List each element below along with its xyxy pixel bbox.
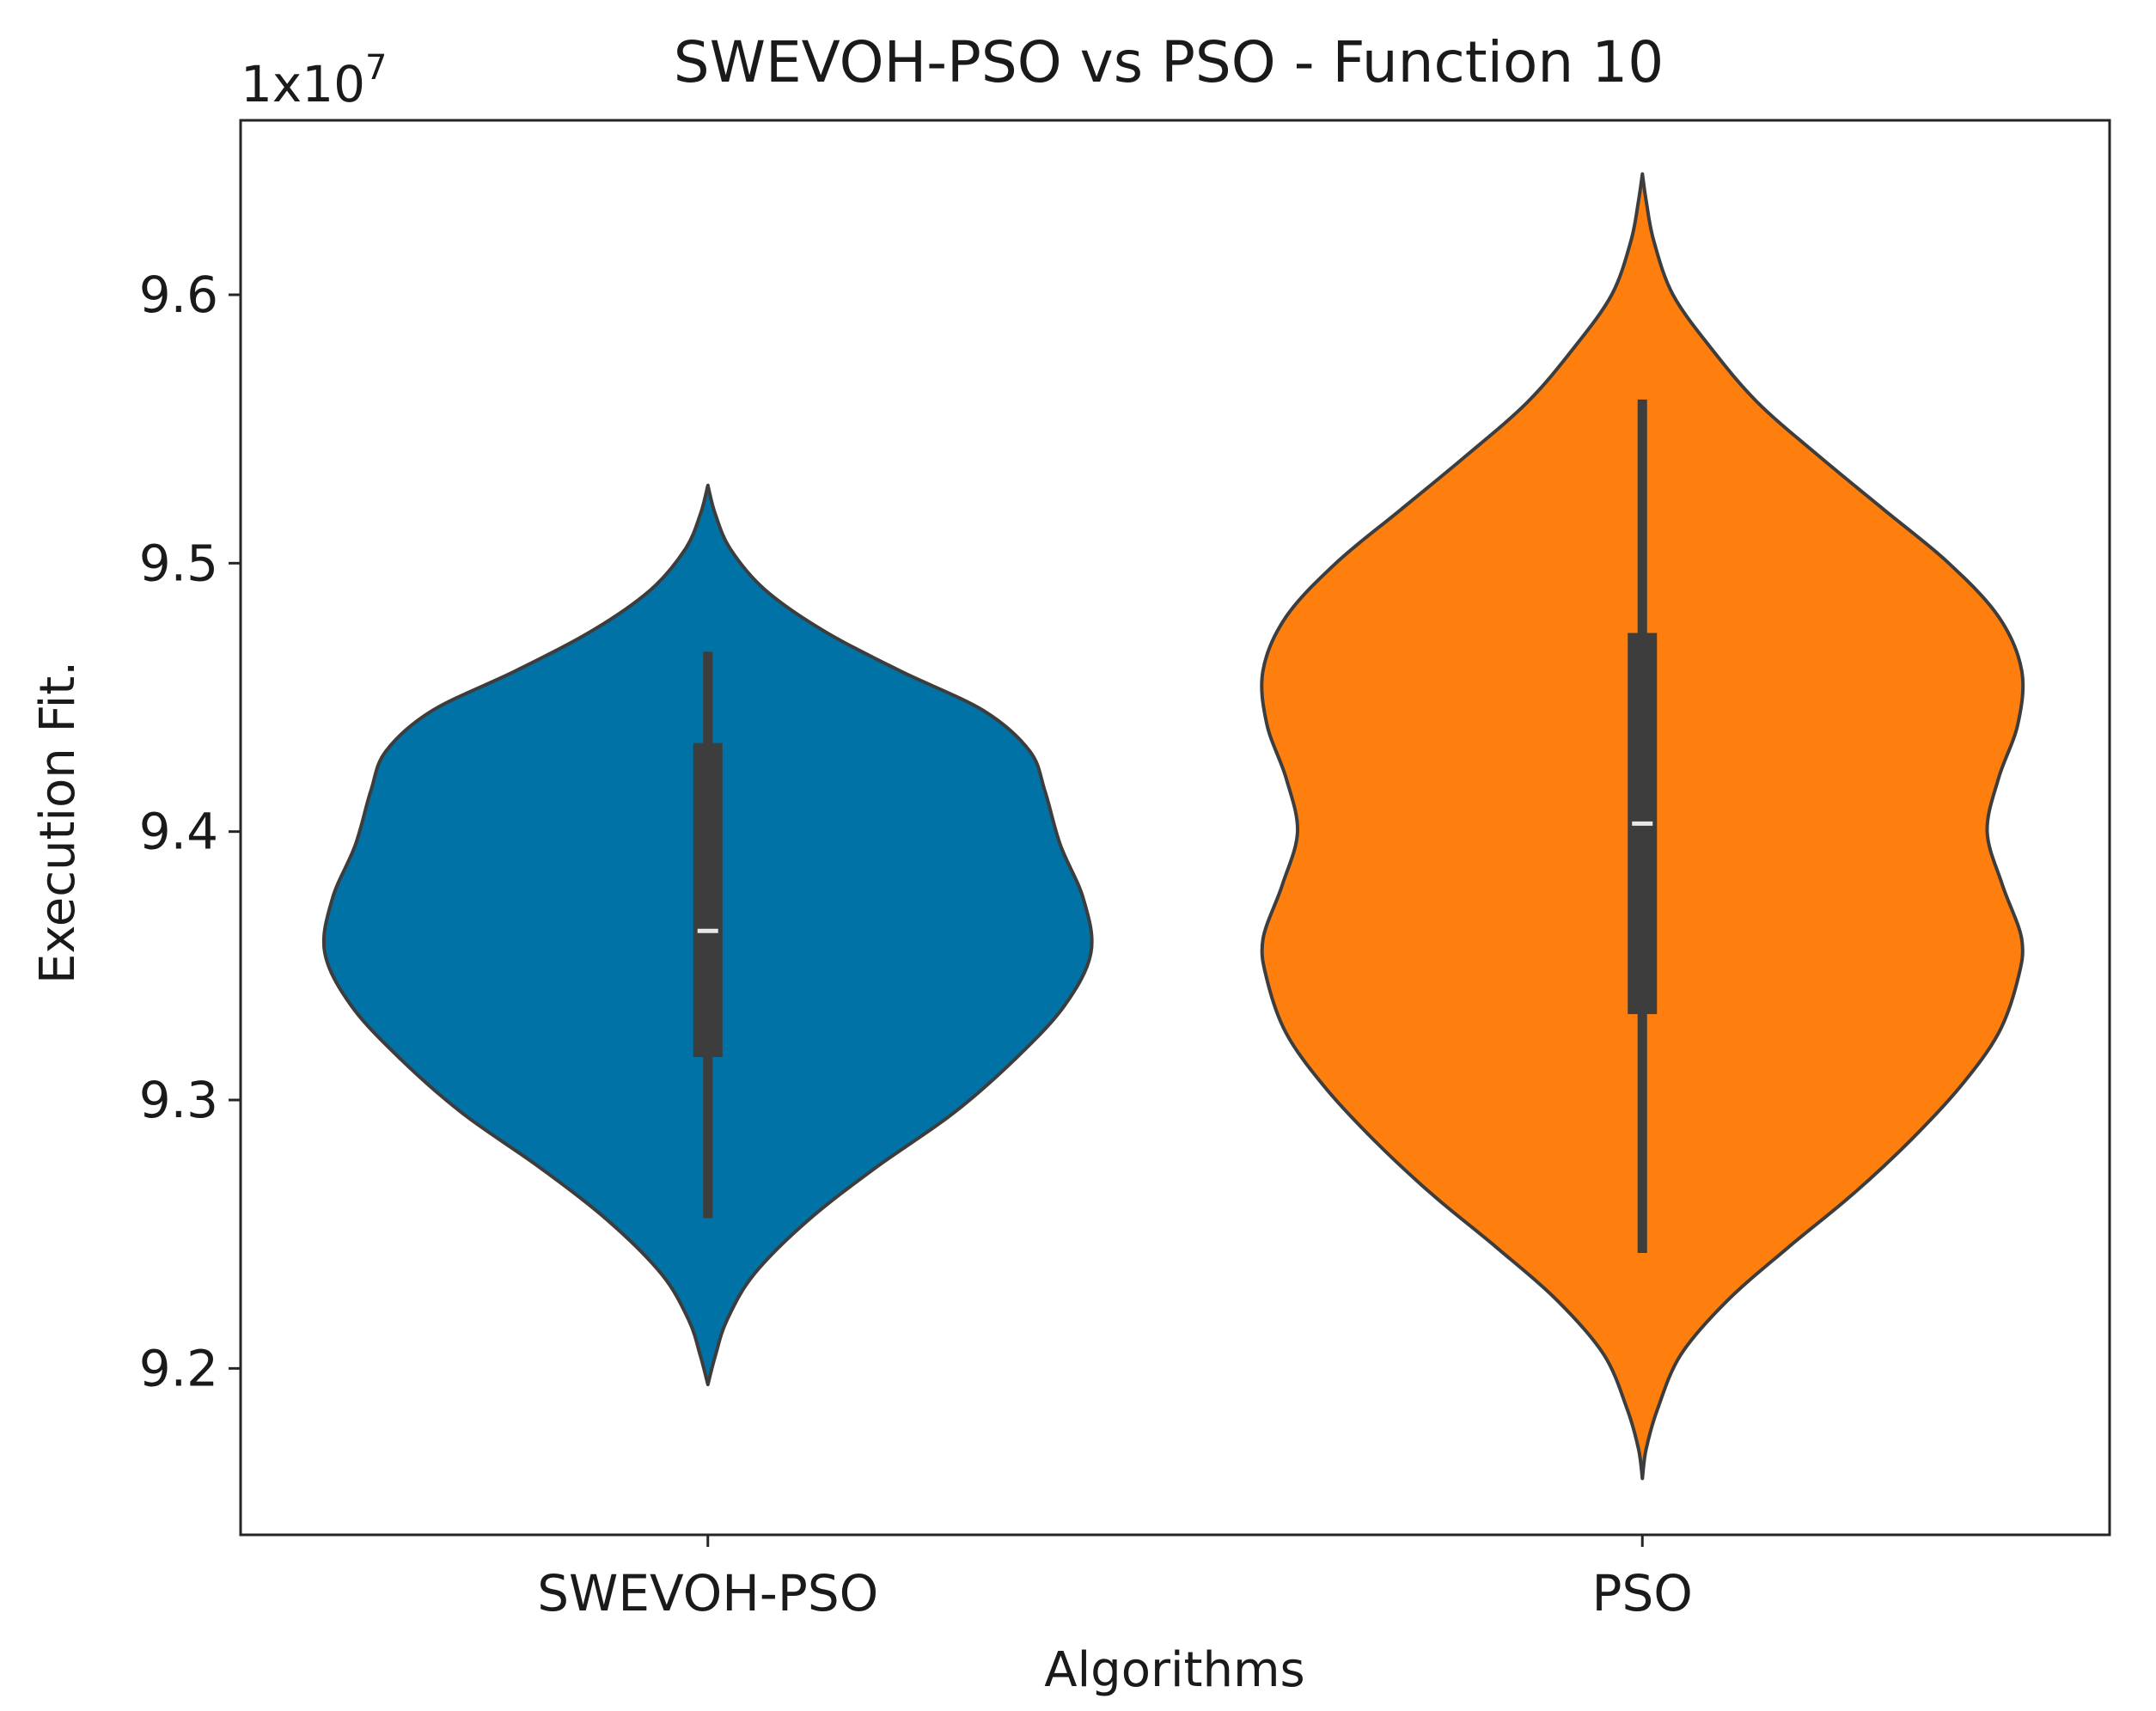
y-tick-label-4: 9.6	[139, 266, 218, 324]
x-tick-label-1: PSO	[1592, 1564, 1693, 1622]
chart-title: SWEVOH-PSO vs PSO - Function 10	[674, 29, 1664, 95]
plot-frame	[239, 119, 2111, 1537]
y-axis-label: Execution Fit.	[30, 661, 86, 984]
violin-iqr-box-0	[693, 742, 723, 1058]
y-ticks-group: 9.2 9.3 9.4 9.5 9.6	[139, 266, 241, 1397]
x-axis-label: Algorithms	[1044, 1642, 1304, 1698]
y-tick-label-3: 9.5	[139, 534, 218, 592]
y-tick-label-2: 9.4	[139, 803, 218, 861]
y-offset-exponent: 7	[365, 48, 387, 88]
violins-group	[321, 172, 2025, 1481]
y-tick-label-0: 9.2	[139, 1339, 218, 1397]
y-tick-label-1: 9.3	[139, 1071, 218, 1129]
y-offset-base: 1x10	[241, 55, 365, 113]
y-offset-label: 1x107	[241, 48, 387, 113]
x-ticks-group: SWEVOH-PSO PSO	[537, 1535, 1693, 1622]
x-tick-label-0: SWEVOH-PSO	[537, 1564, 878, 1622]
